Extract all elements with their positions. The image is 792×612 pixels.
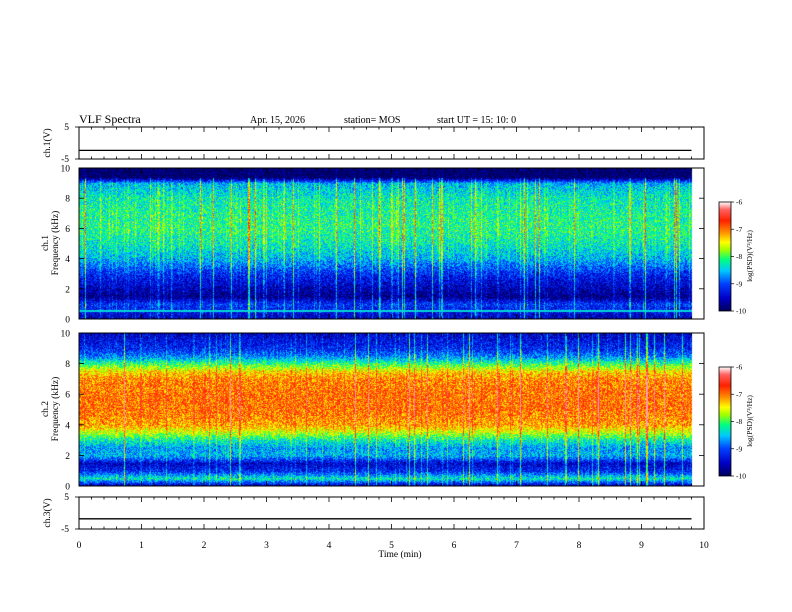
- colorbar-tick-label: -8: [736, 252, 742, 261]
- ch1-spectrogram-image: [79, 168, 704, 319]
- x-tick-label: 0: [77, 541, 82, 551]
- ch1-spectrogram-ylabel-frequency: Frequency (kHz): [50, 211, 61, 276]
- colorbar-tick-label: -10: [736, 307, 746, 316]
- x-tick-label: 8: [577, 541, 582, 551]
- ch1-voltage-ytick: 5: [64, 123, 69, 133]
- ch1-voltage-ylabel: ch.1(V): [42, 128, 53, 157]
- ch1-spectrogram-panel: 0 2 4 6 8 10 ch.1 Frequency (kHz): [41, 165, 754, 326]
- ch2-spectrogram-panel: 0 2 4 6 8 10 ch.2 Frequency (kHz) -6 -7 -8 -9 -10…: [41, 330, 754, 493]
- ch1-colorbar-label: log(PSD)(V²/Hz): [745, 230, 754, 282]
- x-tick-label: 7: [514, 541, 519, 551]
- x-tick-label: 1: [139, 541, 144, 551]
- x-tick-label: 5: [389, 541, 394, 551]
- frequency-tick-label: 10: [61, 330, 71, 340]
- frequency-tick-label: 2: [65, 285, 70, 295]
- ch3-voltage-ytick: 5: [64, 493, 69, 503]
- frequency-tick-label: 10: [61, 165, 71, 175]
- x-tick-label: 9: [639, 541, 644, 551]
- ch3-voltage-ylabel: ch.3(V): [42, 498, 53, 527]
- x-tick-label: 2: [202, 541, 207, 551]
- date-label: Apr. 15, 2026: [250, 115, 305, 126]
- colorbar-tick-label: -7: [736, 225, 742, 234]
- colorbar-tick-label: -10: [736, 472, 746, 481]
- start-time-label: start UT = 15: 10: 0: [437, 115, 516, 126]
- frequency-tick-label: 8: [65, 195, 70, 205]
- station-label: station= MOS: [344, 115, 400, 126]
- x-tick-label: 4: [327, 541, 332, 551]
- ch2-colorbar-label: log(PSD)(V²/Hz): [745, 395, 754, 447]
- x-axis-tick-labels: 0 1 2 3 4 5 6 7 8 9 10: [77, 541, 709, 551]
- x-tick-label: 10: [699, 541, 709, 551]
- frequency-tick-label: 4: [65, 421, 70, 431]
- x-tick-label: 3: [264, 541, 269, 551]
- frequency-tick-label: 2: [65, 452, 70, 462]
- colorbar-tick-label: -9: [736, 279, 742, 288]
- x-tick-label: 6: [452, 541, 457, 551]
- ch2-spectrogram-ylabel-channel: ch.2: [41, 401, 51, 417]
- x-axis-label: Time (min): [378, 549, 421, 560]
- ch2-colorbar-bar: [718, 366, 732, 477]
- colorbar-tick-label: -9: [736, 444, 742, 453]
- ch2-spectrogram-ylabel-frequency: Frequency (kHz): [50, 377, 61, 442]
- colorbar-tick-label: -8: [736, 417, 742, 426]
- colorbar-tick-label: -6: [736, 198, 742, 207]
- ch2-spectrogram-image: [79, 333, 704, 486]
- colorbar-tick-label: -6: [736, 363, 742, 372]
- ch1-voltage-panel: 5 -5 ch.1(V): [42, 123, 705, 165]
- frequency-tick-label: 0: [65, 483, 70, 493]
- frequency-tick-label: 4: [65, 255, 70, 265]
- ch1-voltage-ytick: -5: [61, 155, 69, 165]
- frequency-tick-label: 8: [65, 360, 70, 370]
- ch1-colorbar: -6 -7 -8 -9 -10 log(PSD)(V²/Hz): [718, 198, 754, 316]
- frequency-tick-label: 0: [65, 316, 70, 326]
- ch3-voltage-panel: 5 -5 ch.3(V): [42, 493, 705, 535]
- ch2-colorbar: -6 -7 -8 -9 -10 log(PSD)(V²/Hz): [718, 363, 754, 481]
- ch3-voltage-ytick: -5: [61, 525, 69, 535]
- ch1-spectrogram-ylabel-channel: ch.1: [41, 235, 51, 251]
- colorbar-tick-label: -7: [736, 390, 742, 399]
- ch1-colorbar-bar: [718, 201, 732, 312]
- frequency-tick-label: 6: [65, 391, 70, 401]
- frequency-tick-label: 6: [65, 225, 70, 235]
- figure-title: VLF Spectra: [79, 112, 141, 126]
